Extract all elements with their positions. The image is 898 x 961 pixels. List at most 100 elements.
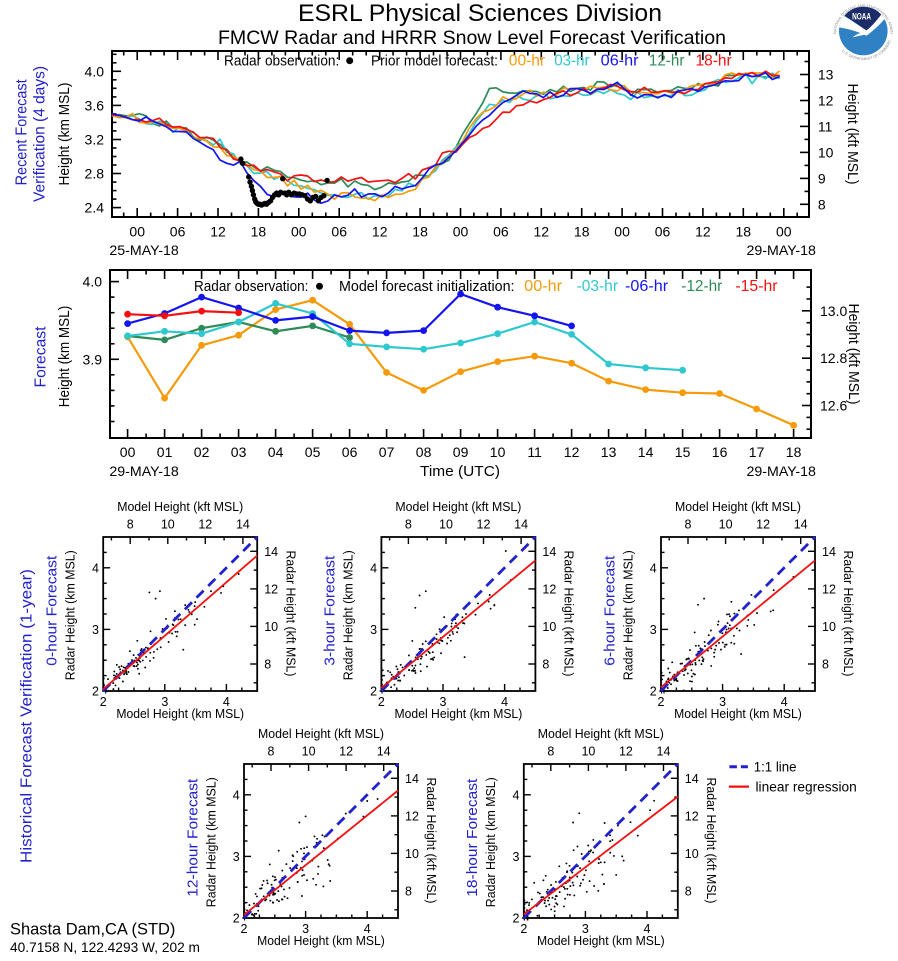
svg-text:12: 12	[264, 582, 278, 596]
svg-text:2: 2	[378, 695, 385, 709]
svg-text:14: 14	[377, 744, 391, 758]
svg-text:Model Height (kft MSL): Model Height (kft MSL)	[675, 499, 801, 514]
svg-text:00-hr: 00-hr	[524, 278, 562, 295]
svg-text:03: 03	[231, 444, 247, 460]
svg-text:Height (km MSL): Height (km MSL)	[57, 306, 73, 407]
svg-text:14: 14	[514, 517, 528, 531]
svg-text:06: 06	[331, 224, 347, 240]
svg-text:3: 3	[719, 695, 726, 709]
svg-text:Radar observation:: Radar observation:	[224, 53, 339, 70]
svg-text:Height (km MSL): Height (km MSL)	[57, 83, 73, 186]
svg-text:4: 4	[650, 561, 657, 575]
svg-text:10: 10	[264, 620, 278, 634]
svg-text:00: 00	[291, 224, 307, 240]
svg-text:2: 2	[370, 685, 377, 699]
svg-text:Radar Height (kft MSL): Radar Height (kft MSL)	[283, 551, 298, 677]
svg-text:Model Height (km MSL): Model Height (km MSL)	[674, 706, 802, 721]
svg-text:8: 8	[405, 885, 412, 899]
svg-text:3: 3	[233, 850, 240, 864]
svg-text:Prior model forecast:: Prior model forecast:	[371, 53, 498, 70]
svg-text:8: 8	[127, 517, 134, 531]
svg-text:04: 04	[268, 444, 284, 460]
svg-text:13: 13	[818, 67, 834, 83]
svg-text:Radar Height (km MSL): Radar Height (km MSL)	[341, 550, 356, 680]
svg-text:08: 08	[416, 444, 432, 460]
svg-text:12: 12	[564, 444, 580, 460]
svg-text:12: 12	[198, 517, 212, 531]
svg-text:29-MAY-18: 29-MAY-18	[747, 463, 817, 479]
svg-text:Radar Height (kft MSL): Radar Height (kft MSL)	[841, 551, 856, 677]
svg-text:12: 12	[210, 224, 226, 240]
svg-text:4: 4	[513, 788, 520, 802]
svg-text:3: 3	[513, 850, 520, 864]
svg-text:14: 14	[264, 545, 278, 559]
svg-text:10: 10	[719, 517, 733, 531]
svg-text:40.7158 N, 122.4293 W, 202 m: 40.7158 N, 122.4293 W, 202 m	[10, 940, 200, 955]
svg-text:3.9: 3.9	[83, 351, 103, 367]
svg-text:8: 8	[822, 658, 829, 672]
svg-text:10: 10	[581, 744, 595, 758]
svg-text:00: 00	[120, 444, 136, 460]
svg-text:Height (kft MSL): Height (kft MSL)	[845, 304, 861, 405]
svg-text:05: 05	[305, 444, 321, 460]
svg-text:Radar Height (kft MSL): Radar Height (kft MSL)	[704, 778, 719, 904]
svg-text:14: 14	[236, 517, 250, 531]
svg-text:Model Height (km MSL): Model Height (km MSL)	[257, 933, 385, 948]
svg-text:-12-hr: -12-hr	[681, 278, 722, 295]
svg-text:12: 12	[756, 517, 770, 531]
svg-text:9: 9	[818, 170, 826, 186]
svg-text:Historical Forecast Verificati: Historical Forecast Verification (1-year…	[19, 569, 36, 863]
svg-text:09: 09	[453, 444, 469, 460]
svg-text:14: 14	[822, 545, 836, 559]
svg-text:Radar Height (kft MSL): Radar Height (kft MSL)	[562, 551, 577, 677]
svg-text:2: 2	[650, 685, 657, 699]
svg-text:12: 12	[822, 582, 836, 596]
svg-text:11: 11	[527, 444, 542, 460]
svg-text:06: 06	[655, 224, 671, 240]
svg-text:03-hr: 03-hr	[554, 53, 589, 70]
svg-text:06: 06	[170, 224, 186, 240]
svg-text:00: 00	[776, 224, 792, 240]
svg-text:10: 10	[818, 144, 834, 160]
svg-text:12-hr: 12-hr	[649, 53, 685, 70]
svg-text:NOAA: NOAA	[852, 11, 871, 21]
svg-text:12: 12	[818, 93, 834, 109]
svg-text:-03-hr: -03-hr	[577, 278, 618, 295]
svg-text:Verification (4 days): Verification (4 days)	[32, 66, 49, 202]
svg-text:12: 12	[619, 744, 633, 758]
svg-text:4: 4	[223, 695, 230, 709]
svg-text:Radar observation:: Radar observation:	[194, 278, 308, 295]
svg-text:3: 3	[302, 922, 309, 936]
svg-text:Radar Height (km MSL): Radar Height (km MSL)	[620, 550, 635, 680]
svg-text:29-MAY-18: 29-MAY-18	[109, 463, 179, 479]
svg-text:00: 00	[453, 224, 469, 240]
svg-text:12-hour Forecast: 12-hour Forecast	[184, 778, 201, 897]
svg-text:11: 11	[818, 118, 833, 134]
svg-text:Model Height (kft MSL): Model Height (kft MSL)	[258, 726, 384, 741]
svg-text:18-hr: 18-hr	[696, 53, 732, 70]
svg-text:12.6: 12.6	[820, 398, 847, 414]
svg-text:Forecast: Forecast	[33, 326, 50, 388]
svg-text:10: 10	[542, 620, 556, 634]
svg-text:Time (UTC): Time (UTC)	[420, 463, 500, 480]
svg-text:8: 8	[547, 744, 554, 758]
svg-text:12: 12	[372, 224, 388, 240]
svg-text:linear regression: linear regression	[756, 780, 857, 795]
svg-text:14: 14	[542, 545, 556, 559]
svg-text:10: 10	[302, 744, 316, 758]
svg-text:Radar Height (km MSL): Radar Height (km MSL)	[63, 550, 78, 680]
svg-text:2: 2	[520, 922, 527, 936]
svg-text:4: 4	[364, 922, 371, 936]
svg-text:4: 4	[92, 561, 99, 575]
svg-text:3.6: 3.6	[85, 97, 105, 113]
svg-text:3-hour Forecast: 3-hour Forecast	[322, 555, 339, 666]
svg-text:14: 14	[794, 517, 808, 531]
svg-text:8: 8	[685, 517, 692, 531]
svg-text:15: 15	[675, 444, 691, 460]
svg-text:3.2: 3.2	[85, 132, 105, 148]
svg-text:8: 8	[542, 658, 549, 672]
svg-text:Shasta Dam,CA (STD): Shasta Dam,CA (STD)	[10, 920, 175, 939]
svg-text:12: 12	[695, 224, 711, 240]
svg-text:12: 12	[534, 224, 550, 240]
svg-text:4: 4	[233, 788, 240, 802]
